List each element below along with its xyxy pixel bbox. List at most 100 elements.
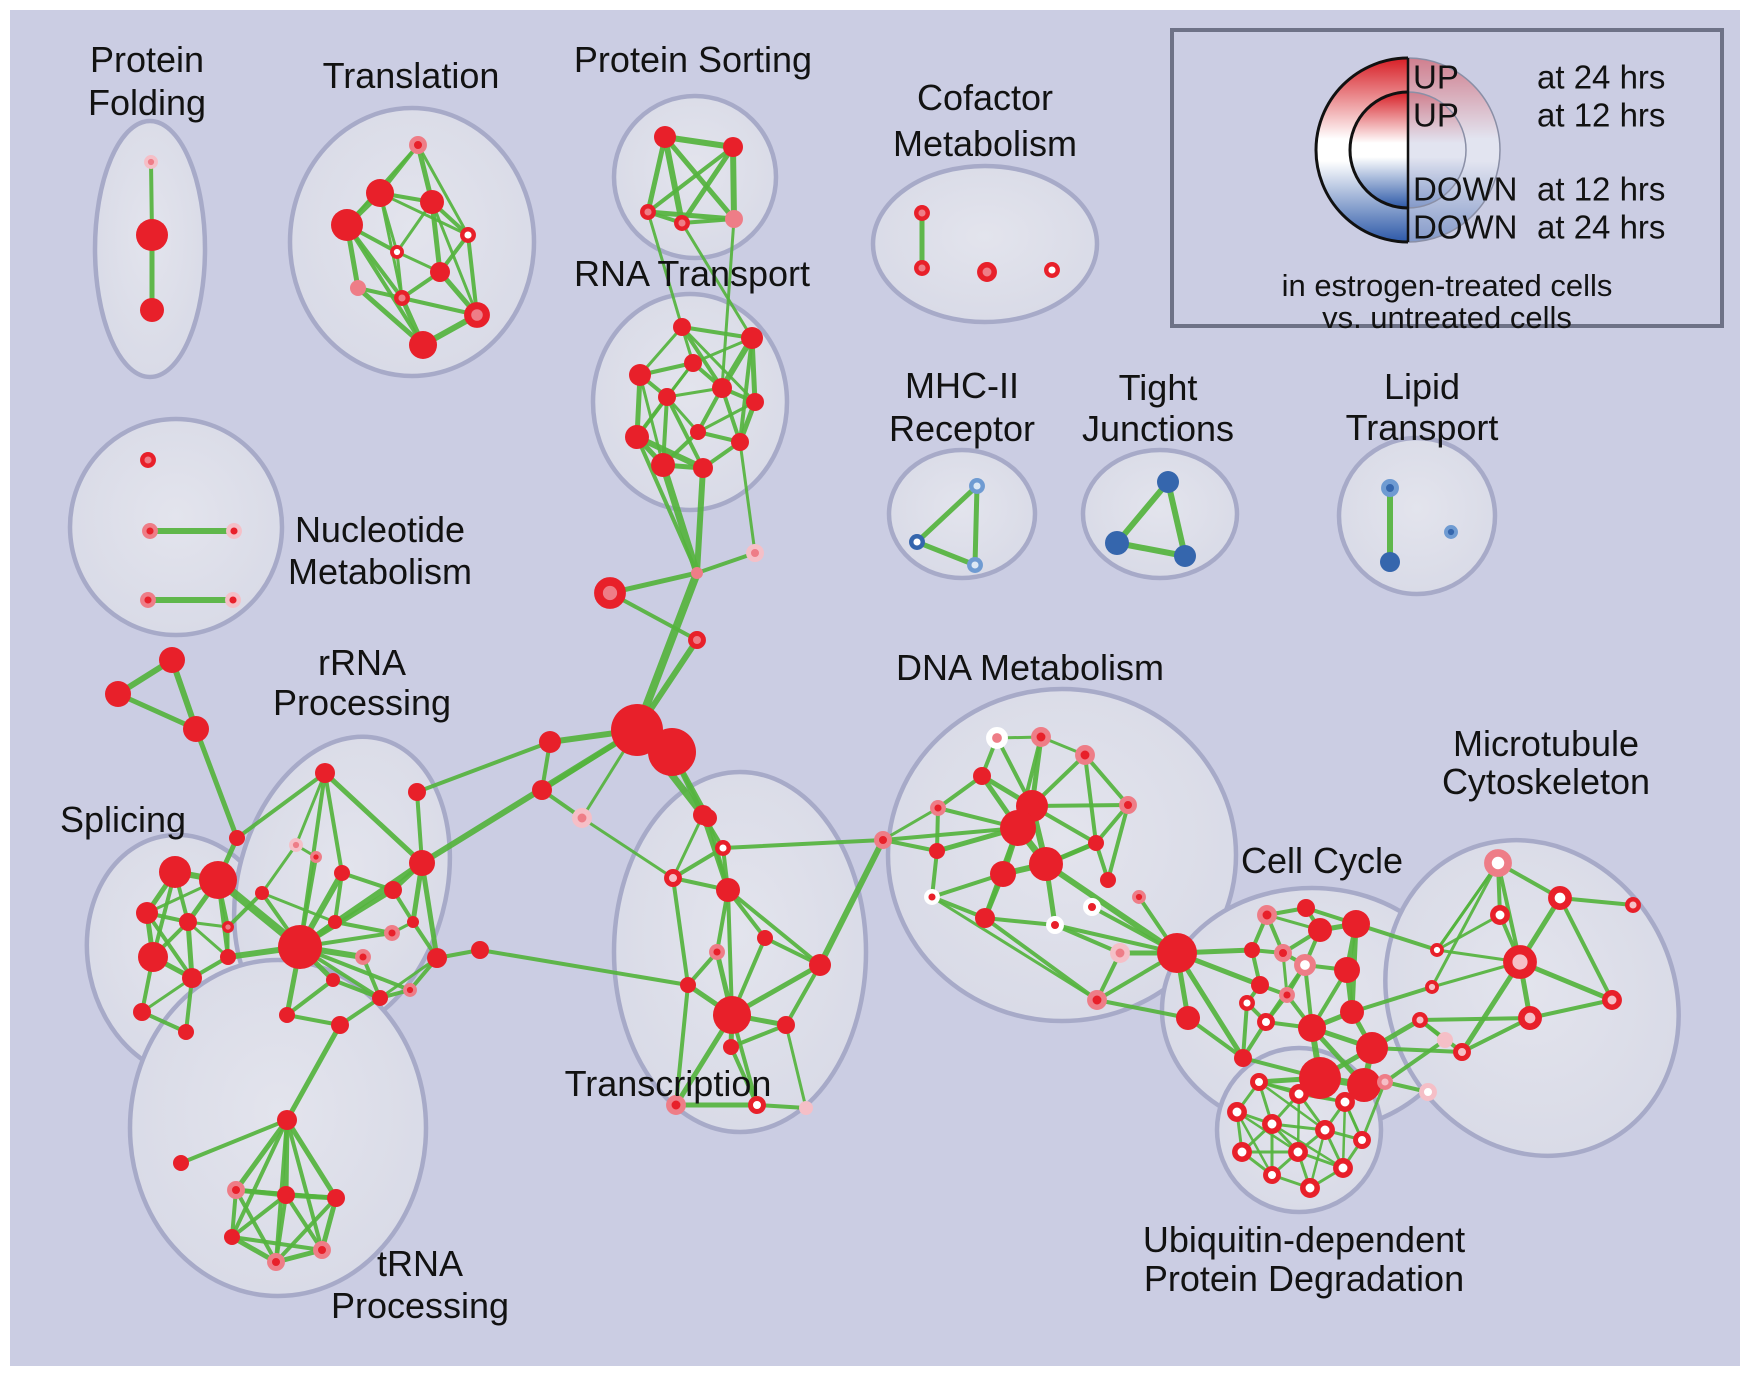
interaction-edge (234, 1188, 278, 1264)
interaction-edge (1435, 913, 1502, 952)
interaction-edge (230, 1193, 288, 1239)
gene-node (136, 219, 168, 251)
gene-nodes (105, 126, 1641, 1271)
gene-node (809, 954, 831, 976)
gene-node (409, 850, 435, 876)
rna-transport-boundary (590, 291, 790, 513)
interaction-edge (1341, 1100, 1347, 1170)
gene-node (1257, 905, 1277, 925)
gene-node (289, 838, 303, 852)
interaction-edge (674, 983, 690, 1107)
gene-node (1444, 525, 1458, 539)
interaction-edge (633, 569, 701, 734)
gene-node (1380, 552, 1400, 572)
gene-node (1347, 1068, 1381, 1102)
gene-node (746, 544, 764, 562)
interaction-edge (193, 726, 240, 841)
gene-node (384, 881, 402, 899)
legend-time-label: at 12 hrs (1537, 171, 1665, 208)
interaction-edge (297, 860, 425, 950)
interaction-edge (1418, 1016, 1532, 1022)
gene-node (1484, 849, 1512, 877)
interaction-edge (1383, 1038, 1447, 1084)
interaction-edge (936, 774, 984, 810)
gene-node (334, 865, 350, 881)
gene-node (1430, 943, 1444, 957)
gene-node (1335, 1092, 1355, 1112)
gene-node (460, 227, 476, 243)
gene-node (355, 949, 371, 965)
gene-node (723, 137, 743, 157)
gene-node (350, 280, 366, 296)
gene-node (310, 851, 322, 863)
gene-node (1234, 1049, 1252, 1067)
interaction-edge (694, 465, 706, 576)
gene-node (173, 1155, 189, 1171)
gene-node (1232, 1142, 1252, 1162)
gene-node (420, 190, 444, 214)
interaction-edge (478, 948, 690, 987)
interaction-edge (1558, 896, 1635, 907)
interaction-edge (721, 838, 885, 850)
interaction-edge (646, 210, 684, 329)
gene-node (640, 204, 656, 220)
interaction-edge (730, 144, 737, 222)
gene-node (224, 1229, 240, 1245)
interaction-edge (1558, 896, 1614, 1002)
gene-node (1453, 1043, 1471, 1061)
gene-node (1251, 976, 1269, 994)
interaction-edge (720, 217, 736, 390)
interaction-edge (662, 134, 685, 226)
interaction-edge (695, 551, 757, 575)
interaction-edge (729, 1045, 759, 1107)
interaction-edge (419, 727, 640, 866)
gene-node (748, 1096, 766, 1114)
interaction-edge (680, 325, 757, 404)
translation-label: Translation (323, 55, 500, 96)
gene-node (140, 592, 156, 608)
microtubule-cytoskeleton-label: Microtubule Cytoskeleton (1442, 723, 1650, 802)
gene-node (1356, 1032, 1388, 1064)
gene-node (1625, 897, 1641, 913)
gene-node (277, 1186, 295, 1204)
dna-metabolism-label: DNA Metabolism (896, 647, 1164, 688)
interaction-edge (1043, 861, 1180, 956)
gene-node (731, 433, 749, 451)
gene-node (182, 968, 202, 988)
gene-node (725, 210, 743, 228)
gene-node (331, 1016, 349, 1034)
interaction-edge (322, 770, 425, 866)
interaction-edge (1083, 753, 1098, 845)
interaction-edge (726, 888, 822, 967)
transcription-label: Transcription (565, 1063, 772, 1104)
interaction-edge (659, 461, 701, 577)
gene-node (430, 262, 450, 282)
interaction-edge (972, 483, 980, 568)
gene-node (136, 902, 158, 924)
interaction-edge (680, 221, 754, 340)
gene-node (409, 331, 437, 359)
interaction-edge (230, 1235, 324, 1252)
interaction-edge (645, 209, 737, 222)
gene-node (144, 155, 158, 169)
gene-node (969, 478, 985, 494)
interaction-edge (881, 806, 940, 842)
gene-node (625, 425, 649, 449)
gene-node (372, 990, 388, 1006)
ubiquitin-degradation-label: Ubiquitin-dependent Protein Degradation (1143, 1219, 1465, 1299)
gene-node (1262, 1114, 1282, 1134)
gene-node (1308, 918, 1332, 942)
gene-node (390, 245, 404, 259)
gene-node (629, 364, 651, 386)
gene-node (183, 716, 209, 742)
interaction-edge (881, 838, 939, 853)
interaction-edge (294, 771, 327, 847)
gene-node (688, 631, 706, 649)
gene-node (709, 944, 725, 960)
gene-node (690, 424, 706, 440)
gene-node (924, 889, 940, 905)
gene-node (1353, 1131, 1371, 1149)
interaction-edge (930, 895, 1099, 1002)
interaction-edge (784, 963, 822, 1027)
gene-node (226, 523, 242, 539)
